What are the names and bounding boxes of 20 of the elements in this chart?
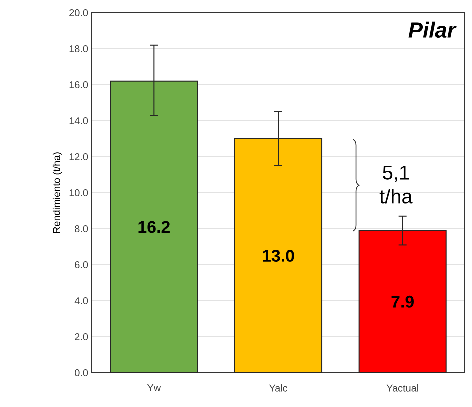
chart-title: Pilar	[408, 22, 457, 38]
y-axis-title: Rendimiento (t/ha)	[52, 152, 62, 234]
y-tick-label: 18.0	[70, 45, 88, 53]
data-label: 16.2	[138, 221, 170, 234]
y-tick-label: 20.0	[70, 9, 88, 17]
y-tick-label: 12.0	[70, 153, 88, 161]
x-tick-label: Yalc	[269, 384, 288, 392]
y-tick-label: 0.0	[75, 369, 88, 377]
y-tick-label: 14.0	[70, 117, 88, 125]
x-tick-label: Yw	[147, 384, 162, 392]
annotation: 5,1 t/ha	[380, 166, 413, 204]
x-tick-label: Yactual	[386, 384, 418, 392]
y-tick-label: 10.0	[70, 189, 88, 197]
data-label: 13.0	[263, 250, 294, 262]
y-tick-label: 8.0	[75, 225, 88, 233]
data-label: 7.9	[392, 296, 414, 308]
y-tick-label: 4.0	[74, 297, 88, 305]
y-tick-label: 16.0	[70, 81, 88, 89]
y-tick-label: 6.0	[75, 261, 88, 269]
y-tick-label: 2.0	[75, 333, 88, 341]
